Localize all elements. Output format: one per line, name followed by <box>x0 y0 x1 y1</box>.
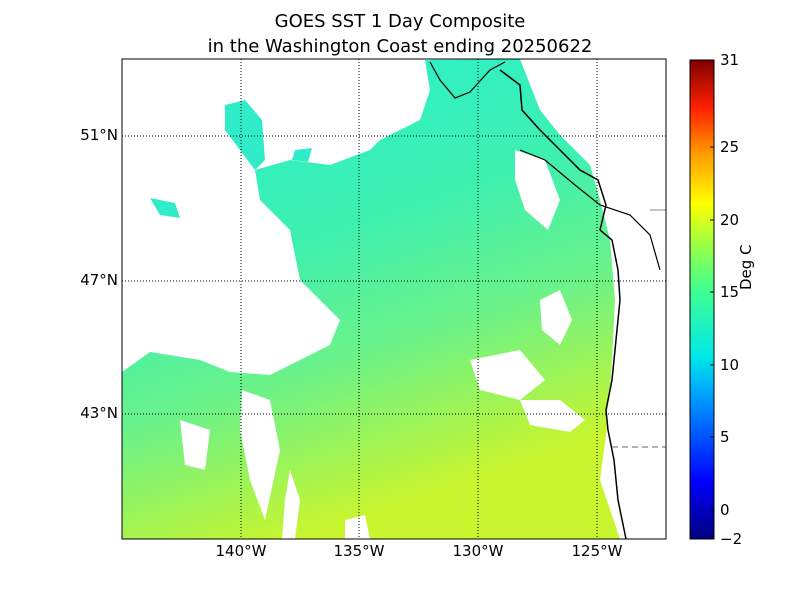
colorbar <box>689 59 715 540</box>
map-title-line1: GOES SST 1 Day Composite <box>274 11 526 32</box>
lon-label-140w: 140°W <box>215 542 267 560</box>
colorbar-tick-31: 31 <box>720 51 740 69</box>
coastline <box>599 229 627 540</box>
colorbar-tick-0: 0 <box>720 501 730 519</box>
lat-label-43n: 43°N <box>80 404 118 422</box>
sst-field <box>122 59 666 539</box>
colorbar-tick-20: 20 <box>720 211 740 229</box>
colorbar-tick-25: 25 <box>720 138 740 156</box>
bc-coast-north <box>429 61 506 99</box>
graticule <box>122 59 666 539</box>
lat-label-47n: 47°N <box>80 271 118 289</box>
colorbar-tick-10: 10 <box>720 356 740 374</box>
lon-label-135w: 135°W <box>333 542 385 560</box>
colorbar-tick-15: 15 <box>720 283 740 301</box>
colorbar-tick-neg2: −2 <box>720 530 743 548</box>
lat-label-51n: 51°N <box>80 126 118 144</box>
colorbar-label: Deg C <box>737 244 755 290</box>
colorbar-ticks <box>710 59 714 511</box>
lon-label-125w: 125°W <box>571 542 623 560</box>
inland-coast <box>519 149 661 271</box>
map-frame <box>121 58 667 540</box>
colorbar-tick-5: 5 <box>720 428 730 446</box>
vancouver-island-coast <box>499 69 607 231</box>
lon-label-130w: 130°W <box>452 542 504 560</box>
map-title-line2: in the Washington Coast ending 20250622 <box>207 36 593 57</box>
